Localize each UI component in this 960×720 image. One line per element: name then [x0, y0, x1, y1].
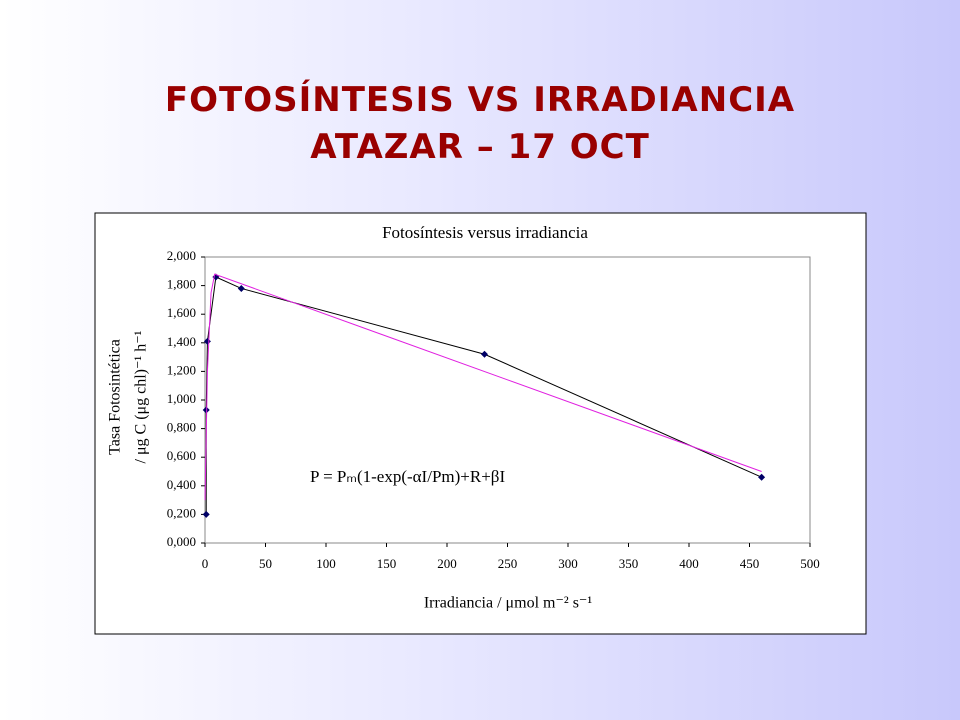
x-tick-label: 100	[316, 556, 336, 571]
x-tick-label: 200	[437, 556, 457, 571]
data-point	[202, 510, 210, 518]
chart-title: Fotosíntesis versus irradiancia	[382, 223, 588, 242]
x-tick-label: 500	[800, 556, 820, 571]
y-tick-label: 0,600	[167, 448, 196, 463]
data-point	[758, 473, 766, 481]
y-tick-label: 1,800	[167, 277, 196, 292]
x-tick-label: 400	[679, 556, 699, 571]
x-axis-label: Irradiancia / μmol m⁻² s⁻¹	[424, 595, 593, 612]
x-tick-label: 350	[619, 556, 639, 571]
y-tick-label: 0,400	[167, 477, 196, 492]
y-tick-label: 1,400	[167, 334, 196, 349]
x-tick-label: 450	[740, 556, 760, 571]
y-tick-label: 0,200	[167, 505, 196, 520]
y-axis-label: / μg C (μg chl)⁻¹ h⁻¹	[133, 330, 150, 463]
y-tick-label: 1,200	[167, 362, 196, 377]
slide-title: FOTOSÍNTESIS VS IRRADIANCIA	[164, 80, 796, 120]
slide-title: ATAZAR – 17 OCT	[310, 127, 650, 167]
data-point	[481, 350, 489, 358]
y-tick-label: 0,800	[167, 420, 196, 435]
equation: P = Pₘ(1-exp(-αI/Pm)+R+βI	[310, 467, 505, 486]
y-tick-label: 0,000	[167, 534, 196, 549]
x-tick-label: 0	[202, 556, 209, 571]
x-tick-label: 250	[498, 556, 518, 571]
x-tick-label: 50	[259, 556, 272, 571]
y-tick-label: 2,000	[167, 248, 196, 263]
y-tick-label: 1,000	[167, 391, 196, 406]
series-line	[204, 273, 762, 501]
y-tick-label: 1,600	[167, 305, 196, 320]
data-point	[237, 284, 245, 292]
y-axis-label: Tasa Fotosintética	[107, 339, 124, 455]
chart-area	[94, 212, 867, 635]
x-tick-label: 150	[377, 556, 397, 571]
x-tick-label: 300	[558, 556, 578, 571]
